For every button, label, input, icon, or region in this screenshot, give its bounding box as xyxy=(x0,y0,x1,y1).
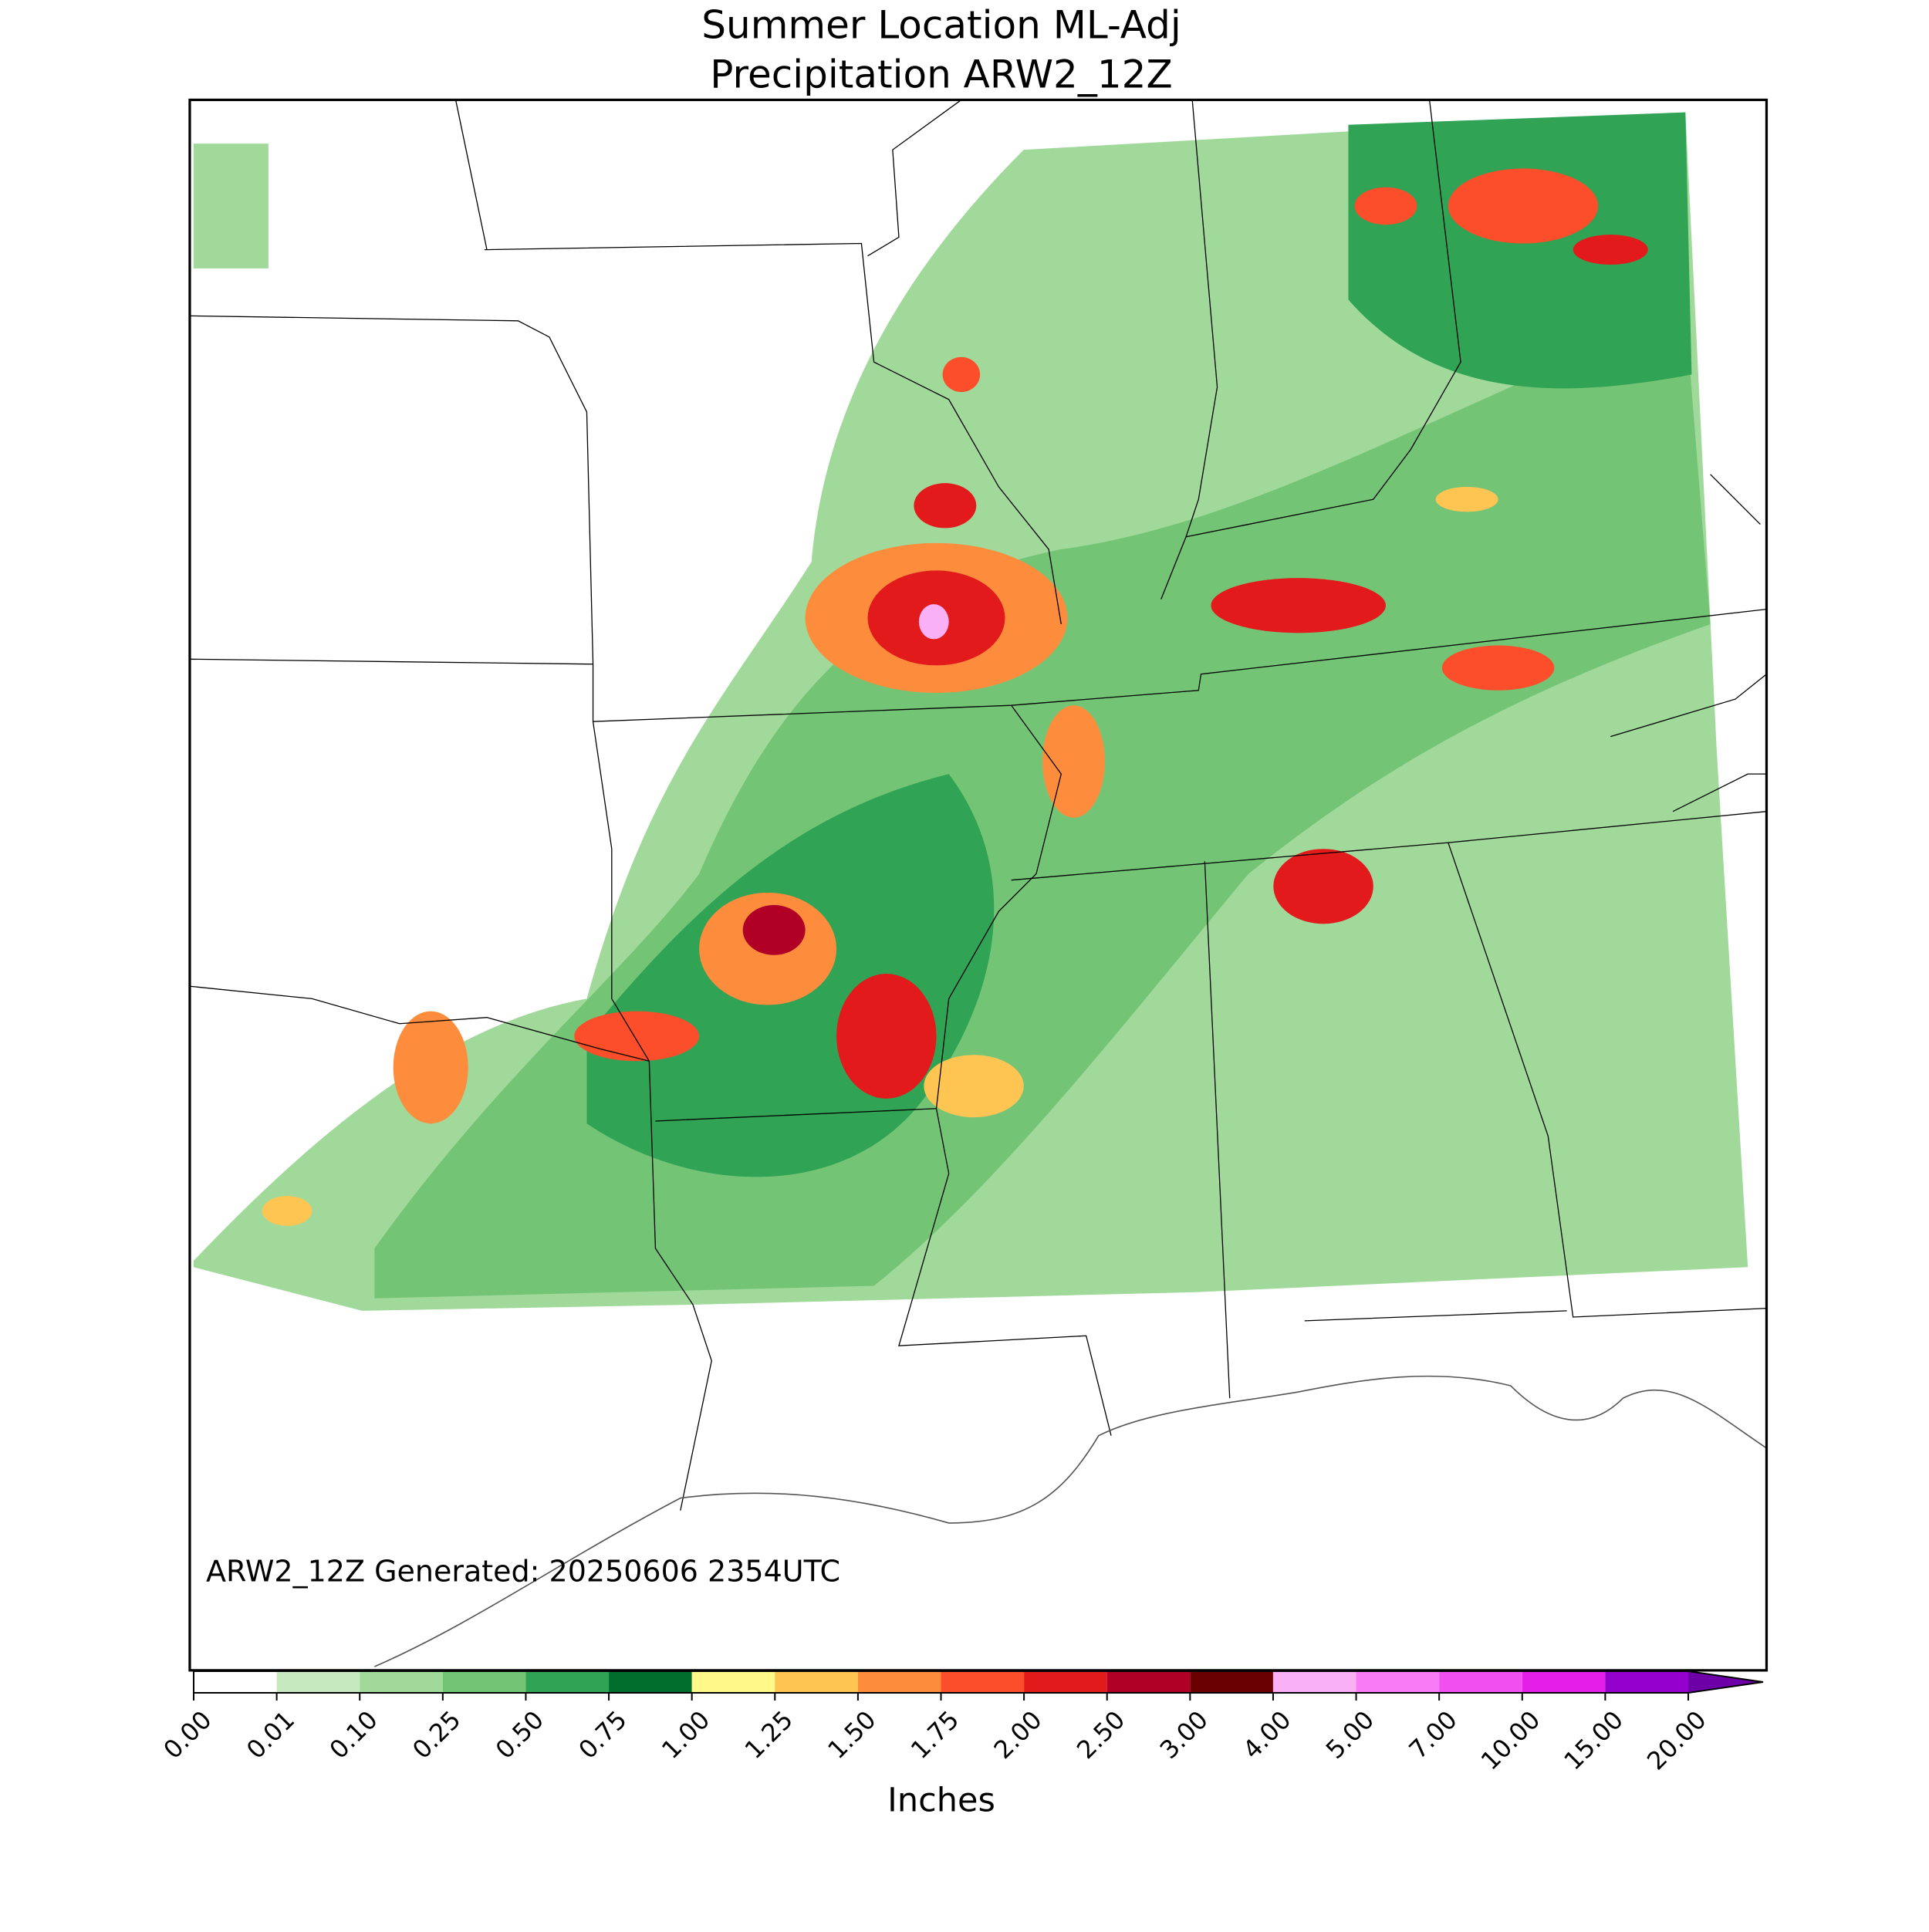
colorbar-tick-label: 0.50 xyxy=(490,1705,549,1765)
title-line: Summer Location ML-Adj xyxy=(701,3,1181,48)
colorbar-bin xyxy=(1356,1671,1440,1693)
precip-cell xyxy=(574,1011,700,1062)
precip-cell xyxy=(1573,235,1648,265)
colorbar-tick-label: 7.00 xyxy=(1404,1705,1463,1765)
colorbar-bin xyxy=(276,1671,360,1693)
colorbar-tick-label: 10.00 xyxy=(1475,1705,1546,1776)
colorbar-tick-label: 0.25 xyxy=(407,1705,466,1765)
colorbar-outline xyxy=(193,1670,1764,1694)
colorbar-bin xyxy=(857,1671,941,1693)
colorbar-bin xyxy=(194,1671,277,1693)
precip-cell xyxy=(1435,487,1498,512)
colorbar-tick-label: 1.75 xyxy=(905,1705,964,1765)
precip-cell xyxy=(1211,578,1386,633)
colorbar-bin xyxy=(1439,1671,1522,1693)
colorbar-tick-label: 2.50 xyxy=(1071,1705,1130,1765)
precip-area xyxy=(193,144,269,269)
colorbar-bin xyxy=(1605,1671,1688,1693)
colorbar: 0.00 0.01 0.10 0.25 0.50 0.75 1.00 1.25 1.50 1.75… xyxy=(157,1670,1764,1776)
colorbar-bin xyxy=(1190,1671,1273,1693)
precip-cell xyxy=(1042,705,1105,818)
colorbar-tick-label: 3.00 xyxy=(1154,1705,1214,1765)
precip-cell xyxy=(1273,849,1373,924)
colorbar-bin xyxy=(442,1671,526,1693)
precip-cell xyxy=(1354,187,1417,225)
colorbar-tick-label: 0.75 xyxy=(573,1705,632,1765)
colorbar-bin xyxy=(941,1671,1025,1693)
precip-cell xyxy=(924,1055,1024,1118)
colorbar-tick-label: 1.00 xyxy=(656,1705,715,1765)
title-line: Precipitation ARW2_12Z xyxy=(710,52,1172,97)
colorbar-tick-label: 0.00 xyxy=(157,1705,217,1765)
precip-cell xyxy=(942,356,981,393)
map xyxy=(188,98,1769,1672)
precip-cell xyxy=(914,483,977,529)
colorbar-tick-label: 20.00 xyxy=(1641,1705,1712,1776)
colorbar-bin xyxy=(1522,1671,1606,1693)
colorbar-label: Inches xyxy=(887,1782,995,1820)
precip-cell xyxy=(742,905,806,955)
colorbar-bin xyxy=(691,1671,775,1693)
colorbar-tick-label: 4.00 xyxy=(1237,1705,1296,1765)
colorbar-bin xyxy=(525,1671,610,1693)
precip-cell xyxy=(1441,645,1555,691)
precip-cell xyxy=(262,1196,312,1226)
colorbar-bin xyxy=(360,1671,443,1693)
colorbar-tick-label: 5.00 xyxy=(1320,1705,1380,1765)
colorbar-tick-label: 15.00 xyxy=(1558,1705,1629,1776)
colorbar-tick-label: 1.25 xyxy=(739,1705,799,1765)
precip-cell xyxy=(836,974,937,1099)
colorbar-bin xyxy=(1024,1671,1107,1693)
precip-cell xyxy=(1448,168,1599,244)
colorbar-tick-label: 2.00 xyxy=(988,1705,1047,1765)
colorbar-bin xyxy=(1272,1671,1356,1693)
colorbar-bin xyxy=(1106,1671,1191,1693)
colorbar-bin xyxy=(609,1671,692,1693)
footnote: ARW2_12Z Generated: 20250606 2354UTC xyxy=(206,1555,840,1589)
colorbar-extend xyxy=(1688,1671,1763,1693)
precip-cell xyxy=(393,1011,468,1124)
precip-cell xyxy=(918,604,949,640)
colorbar-tick-label: 0.01 xyxy=(241,1705,300,1765)
colorbar-tick-label: 1.50 xyxy=(822,1705,881,1765)
colorbar-bin xyxy=(775,1671,858,1693)
map-frame xyxy=(188,98,1769,1672)
colorbar-tick-label: 0.10 xyxy=(324,1705,383,1765)
precip-area xyxy=(1348,112,1692,389)
